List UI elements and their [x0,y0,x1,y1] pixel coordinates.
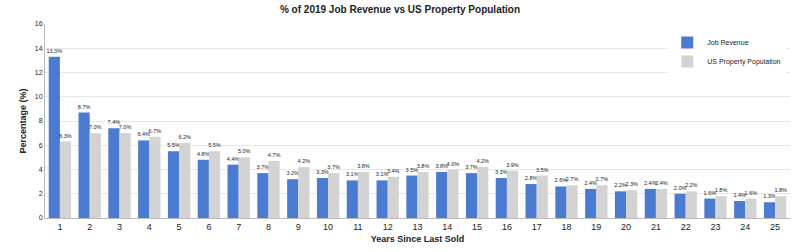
svg-text:5: 5 [177,222,182,232]
svg-text:13: 13 [412,222,422,232]
svg-text:3.2%: 3.2% [286,170,299,176]
svg-text:2.7%: 2.7% [596,176,609,182]
svg-text:7.0%: 7.0% [119,124,132,130]
svg-text:4: 4 [147,222,152,232]
svg-text:4.2%: 4.2% [476,158,489,164]
svg-text:4: 4 [39,166,43,173]
svg-text:6.4%: 6.4% [137,131,150,137]
svg-text:3.5%: 3.5% [536,167,549,173]
svg-text:15: 15 [472,222,482,232]
svg-text:2.4%: 2.4% [655,180,668,186]
svg-text:Years Since Last Sold: Years Since Last Sold [371,234,465,244]
svg-text:10: 10 [35,93,43,100]
svg-text:2.7%: 2.7% [566,176,579,182]
svg-text:19: 19 [591,222,601,232]
svg-text:1.8%: 1.8% [715,187,728,193]
svg-text:12: 12 [35,69,43,76]
svg-text:16: 16 [35,20,43,27]
svg-text:12: 12 [383,222,393,232]
svg-text:6.2%: 6.2% [178,134,191,140]
svg-text:5.5%: 5.5% [208,142,221,148]
svg-text:2.0%: 2.0% [674,185,687,191]
svg-text:3.9%: 3.9% [506,162,519,168]
svg-text:8.7%: 8.7% [78,104,91,110]
svg-text:1.8%: 1.8% [774,187,787,193]
svg-text:13.3%: 13.3% [46,48,62,54]
svg-text:3.8%: 3.8% [417,163,430,169]
svg-text:18: 18 [561,222,571,232]
svg-text:8: 8 [266,222,271,232]
svg-text:3.3%: 3.3% [495,169,508,175]
svg-text:2.2%: 2.2% [685,182,698,188]
svg-text:3.8%: 3.8% [435,163,448,169]
svg-text:4.0%: 4.0% [447,161,460,167]
svg-text:1.3%: 1.3% [763,193,776,199]
svg-text:US Property Population: US Property Population [707,58,780,66]
svg-text:14: 14 [35,45,43,52]
svg-text:6: 6 [39,142,43,149]
svg-text:2.4%: 2.4% [584,180,597,186]
svg-text:Percentage (%): Percentage (%) [18,88,28,153]
svg-text:24: 24 [740,222,750,232]
svg-text:4.2%: 4.2% [298,158,311,164]
svg-text:22: 22 [681,222,691,232]
svg-text:1: 1 [57,222,62,232]
svg-text:11: 11 [353,222,362,232]
svg-text:5.5%: 5.5% [167,142,180,148]
svg-text:23: 23 [710,222,720,232]
svg-text:16: 16 [502,222,512,232]
svg-text:% of 2019 Job Revenue vs US Pr: % of 2019 Job Revenue vs US Property Pop… [280,4,520,15]
svg-text:17: 17 [532,222,542,232]
svg-text:2.6%: 2.6% [555,177,568,183]
svg-text:4.8%: 4.8% [197,151,210,157]
svg-text:14: 14 [442,222,452,232]
svg-text:1.4%: 1.4% [733,192,746,198]
svg-text:3.7%: 3.7% [465,164,478,170]
svg-text:9: 9 [296,222,301,232]
svg-text:6.3%: 6.3% [59,133,72,139]
svg-text:0: 0 [39,214,43,221]
svg-text:3.3%: 3.3% [316,169,329,175]
svg-text:7.0%: 7.0% [89,124,102,130]
svg-text:25: 25 [770,222,780,232]
svg-text:1.6%: 1.6% [704,190,717,196]
svg-text:7: 7 [236,222,241,232]
svg-text:6.7%: 6.7% [149,128,162,134]
svg-text:1.6%: 1.6% [745,190,758,196]
svg-text:2.2%: 2.2% [614,182,627,188]
svg-text:3.7%: 3.7% [327,164,340,170]
svg-text:6: 6 [206,222,211,232]
svg-text:2.3%: 2.3% [625,181,638,187]
svg-text:8: 8 [39,117,43,124]
svg-text:7.4%: 7.4% [108,119,121,125]
svg-text:21: 21 [651,222,661,232]
svg-text:Job Revenue: Job Revenue [707,39,748,46]
svg-text:5.0%: 5.0% [238,148,251,154]
svg-text:2: 2 [87,222,92,232]
svg-text:3: 3 [117,222,122,232]
svg-text:3.1%: 3.1% [376,171,389,177]
svg-text:2.4%: 2.4% [644,180,657,186]
svg-text:4.4%: 4.4% [227,156,240,162]
svg-text:10: 10 [323,222,333,232]
svg-text:2.8%: 2.8% [525,175,538,181]
svg-text:2: 2 [39,190,43,197]
svg-text:3.7%: 3.7% [257,164,270,170]
svg-text:3.1%: 3.1% [346,171,359,177]
svg-text:3.8%: 3.8% [357,163,370,169]
svg-text:4.7%: 4.7% [268,152,281,158]
svg-text:3.5%: 3.5% [406,167,419,173]
svg-text:3.4%: 3.4% [387,168,400,174]
svg-text:20: 20 [621,222,631,232]
